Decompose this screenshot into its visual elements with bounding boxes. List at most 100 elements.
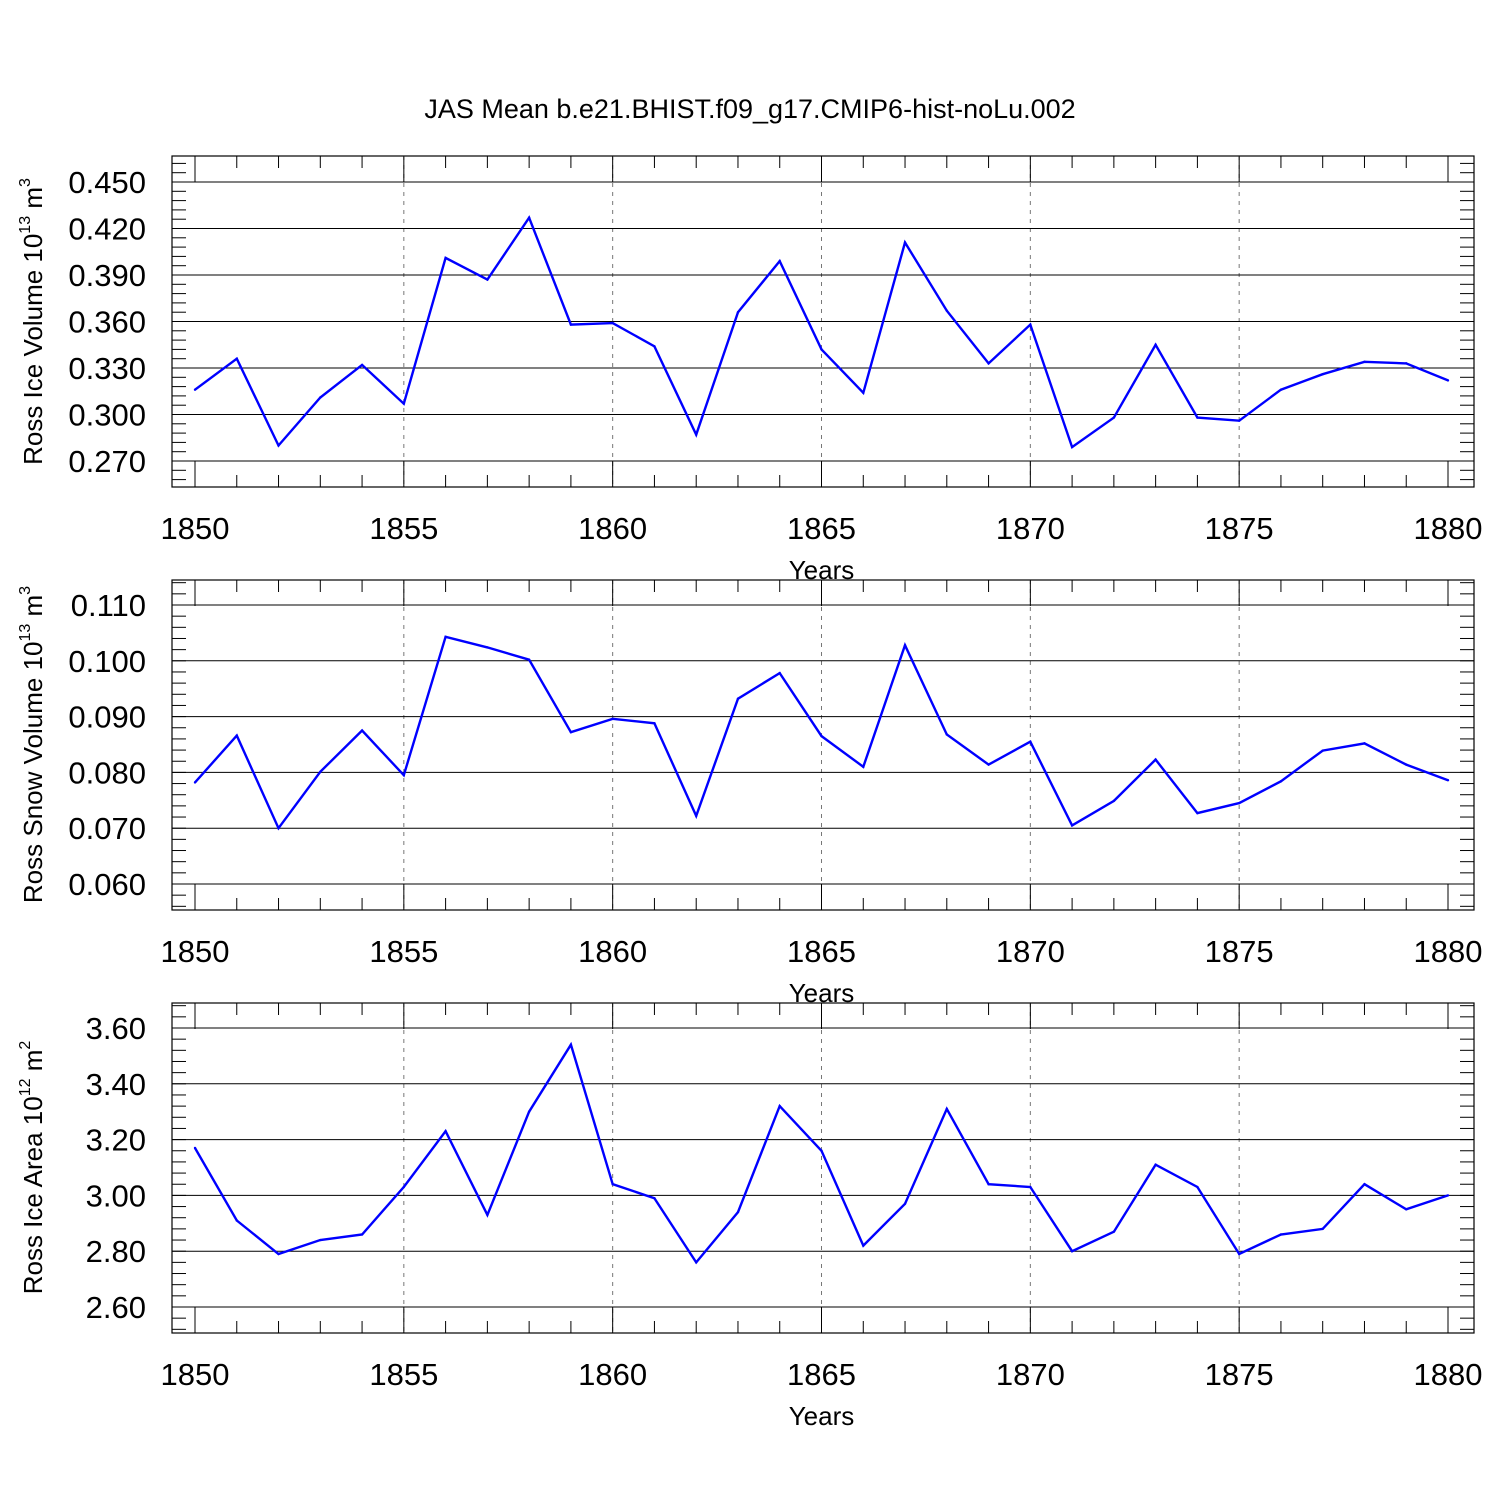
data-point [193,1146,197,1150]
data-point [1029,323,1032,326]
data-point [1196,1185,1199,1189]
chart-title: JAS Mean b.e21.BHIST.f09_g17.CMIP6-hist-… [424,94,1075,124]
x-tick-label: 1850 [161,511,230,546]
y-axis-label-exponent: 13 [17,216,34,234]
panel-3: 2.60 2.80 3.00 3.20 3.40 3.60 1850 1855 1860 1865… [17,1002,1482,1431]
data-point [653,345,656,348]
data-point [235,357,238,360]
data-point [527,216,531,219]
data-point [1363,742,1366,745]
data-point [1405,1208,1408,1211]
x-tick-label: 1880 [1414,934,1483,969]
data-point [1070,824,1074,827]
data-point [862,391,865,394]
data-point [277,827,280,830]
x-tick-label: 1865 [787,934,856,969]
x-tick-label: 1875 [1205,511,1274,546]
data-point [987,1183,990,1186]
data-point [778,1104,781,1108]
data-point [695,814,698,818]
data-point [1321,1227,1324,1231]
data-point [193,388,197,391]
data-point [820,734,823,738]
data-point [360,1233,364,1236]
data-point [903,1202,907,1205]
x-tick-label: 1860 [578,511,647,546]
data-point [778,671,781,675]
y-axis-label: Ross Ice Area 1012 m2 [17,1041,48,1295]
data-point [1070,1250,1074,1253]
data-point [569,731,573,734]
y-tick-label: 0.090 [68,700,146,735]
data-point [235,734,238,737]
y-tick-label: 0.270 [68,444,146,479]
y-tick-label: 0.360 [68,305,146,340]
y-tick-label: 0.420 [68,212,146,247]
data-point [1279,1233,1283,1236]
data-point [235,1219,238,1222]
data-point [736,697,740,700]
y-axis-label-unit: m [18,187,48,216]
x-tick-label: 1860 [578,934,647,969]
data-point [778,259,781,263]
data-point [1405,362,1408,365]
data-point [1237,419,1241,422]
data-point [1237,801,1241,805]
y-axis-label: Ross Ice Volume 1013 m3 [17,178,48,465]
data-point [277,444,280,447]
y-tick-label: 3.00 [86,1178,146,1213]
data-point [695,433,698,436]
data-point [1112,416,1116,419]
y-tick-label: 0.080 [68,755,146,790]
y-axis-label-main: Ross Ice Volume 10 [18,234,48,465]
data-point [1279,780,1283,783]
data-point [611,1183,614,1186]
x-tick-label: 1875 [1205,934,1274,969]
x-tick-label: 1865 [787,1357,856,1392]
y-axis-label-exponent: 12 [17,1078,34,1096]
x-tick-label: 1855 [369,1357,438,1392]
data-point [862,1244,865,1247]
data-point [444,256,447,260]
data-point [1196,811,1199,815]
data-point [1321,373,1324,376]
data-point [987,763,990,766]
series-line [194,215,1449,450]
x-tick-label: 1855 [369,511,438,546]
data-point [402,1185,406,1189]
x-tick-label: 1860 [578,1357,647,1392]
x-tick-label: 1855 [369,934,438,969]
y-tick-label: 0.100 [68,644,146,679]
data-point [527,1110,531,1113]
data-point [820,1149,823,1152]
data-point [903,241,907,244]
data-point [402,773,406,777]
y-tick-label: 0.110 [71,588,146,623]
data-point [1446,1194,1450,1197]
data-point [1321,749,1324,752]
data-point [1196,416,1199,419]
data-point [695,1261,698,1264]
y-axis-label-unit-exponent: 3 [17,178,34,187]
data-point [820,348,823,351]
data-point [277,1252,280,1256]
data-point [653,1196,656,1200]
data-point [903,643,907,647]
y-tick-label: 3.60 [86,1011,146,1046]
data-point [402,402,406,405]
y-tick-label: 3.20 [86,1123,146,1158]
y-tick-label: 0.330 [68,351,146,386]
y-axis-label-main: Ross Snow Volume 10 [18,642,48,904]
data-point [1446,779,1450,782]
data-point [1112,799,1116,803]
y-axis-label: Ross Snow Volume 1013 m3 [17,586,48,903]
data-point [444,635,447,639]
data-point [945,733,948,736]
data-point [360,729,364,732]
data-point [1279,388,1283,391]
y-tick-label: 0.450 [68,165,146,200]
data-point [319,396,322,399]
panel-2: 0.060 0.070 0.080 0.090 0.100 0.110 1850 1855 18… [17,579,1483,1008]
plot-frame [171,579,1475,911]
